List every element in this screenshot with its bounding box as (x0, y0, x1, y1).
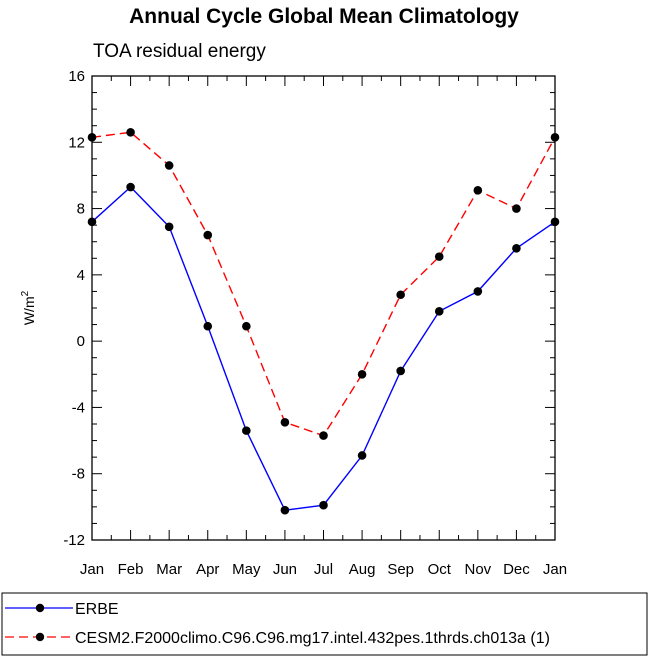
plot-frame (91, 75, 556, 541)
y-tick-label: 8 (77, 201, 85, 218)
data-point-cesm2 (550, 133, 560, 142)
data-point-cesm2 (319, 431, 328, 440)
data-point-erbe (396, 366, 405, 376)
y-axis-label-superscript: 2 (20, 290, 31, 296)
data-point-erbe (164, 222, 174, 232)
y-tick-label: 16 (68, 68, 85, 85)
legend-label-cesm2: CESM2.F2000climo.C96.C96.mg17.intel.432p… (75, 630, 550, 647)
x-tick-label: Nov (464, 561, 491, 578)
legend: ERBE CESM2.F2000climo.C96.C96.mg17.intel… (1, 592, 648, 656)
chart-subtitle: TOA residual energy (93, 41, 266, 62)
data-point-erbe (203, 321, 213, 331)
axis-ticks: -12 -8 -4 0 4 8 12 16 Jan Feb Mar Apr May Jun Jul Aug Se… (63, 68, 567, 578)
y-tick-label: 0 (77, 333, 85, 350)
data-point-erbe (473, 287, 483, 296)
data-point-erbe (319, 500, 328, 510)
data-point-erbe (434, 307, 444, 316)
data-point-cesm2 (242, 321, 251, 331)
data-point-cesm2 (87, 133, 97, 142)
data-point-erbe (242, 426, 251, 435)
y-tick-label: -12 (63, 532, 85, 549)
data-point-erbe (357, 451, 367, 460)
x-tick-label: Jul (314, 561, 333, 578)
x-tick-label: May (232, 561, 261, 578)
x-tick-label: Dec (503, 561, 530, 578)
data-point-cesm2 (280, 418, 290, 427)
data-point-cesm2 (357, 369, 367, 379)
data-point-erbe (280, 505, 290, 515)
data-point-cesm2 (434, 252, 444, 261)
x-tick-label: Jan (543, 561, 567, 578)
data-point-cesm2 (164, 161, 174, 170)
chart-title: Annual Cycle Global Mean Climatology (129, 5, 519, 28)
x-tick-label: Jan (80, 561, 104, 578)
y-axis-label-text: W/m (21, 296, 37, 325)
y-tick-label: -4 (72, 399, 85, 416)
y-tick-label: 12 (68, 134, 85, 151)
x-tick-label: Jun (273, 561, 297, 578)
series-layer (91, 131, 556, 511)
data-point-erbe (550, 217, 560, 227)
data-point-erbe (87, 217, 97, 227)
data-point-cesm2 (396, 290, 405, 300)
series-line-erbe (91, 186, 556, 511)
y-axis-label: W/m2 (20, 290, 37, 325)
legend-marker-erbe (35, 603, 45, 613)
x-tick-label: Oct (428, 561, 452, 578)
legend-frame (1, 592, 648, 656)
data-point-cesm2 (473, 186, 483, 195)
legend-marker-cesm2 (35, 632, 45, 642)
data-point-cesm2 (203, 230, 213, 240)
svg-text:W/m2: W/m2 (20, 290, 37, 325)
y-tick-label: -8 (72, 466, 85, 483)
markers-layer (87, 128, 560, 515)
x-tick-label: Feb (118, 561, 144, 578)
data-point-cesm2 (512, 204, 521, 213)
x-tick-label: Aug (349, 561, 376, 578)
x-tick-label: Mar (156, 561, 182, 578)
x-tick-label: Apr (196, 561, 219, 578)
data-point-cesm2 (126, 128, 135, 137)
data-point-erbe (512, 244, 521, 253)
y-tick-label: 4 (77, 267, 85, 284)
data-point-erbe (126, 182, 135, 192)
series-line-cesm2 (91, 131, 556, 437)
x-tick-label: Sep (387, 561, 414, 578)
legend-label-erbe: ERBE (75, 601, 119, 618)
